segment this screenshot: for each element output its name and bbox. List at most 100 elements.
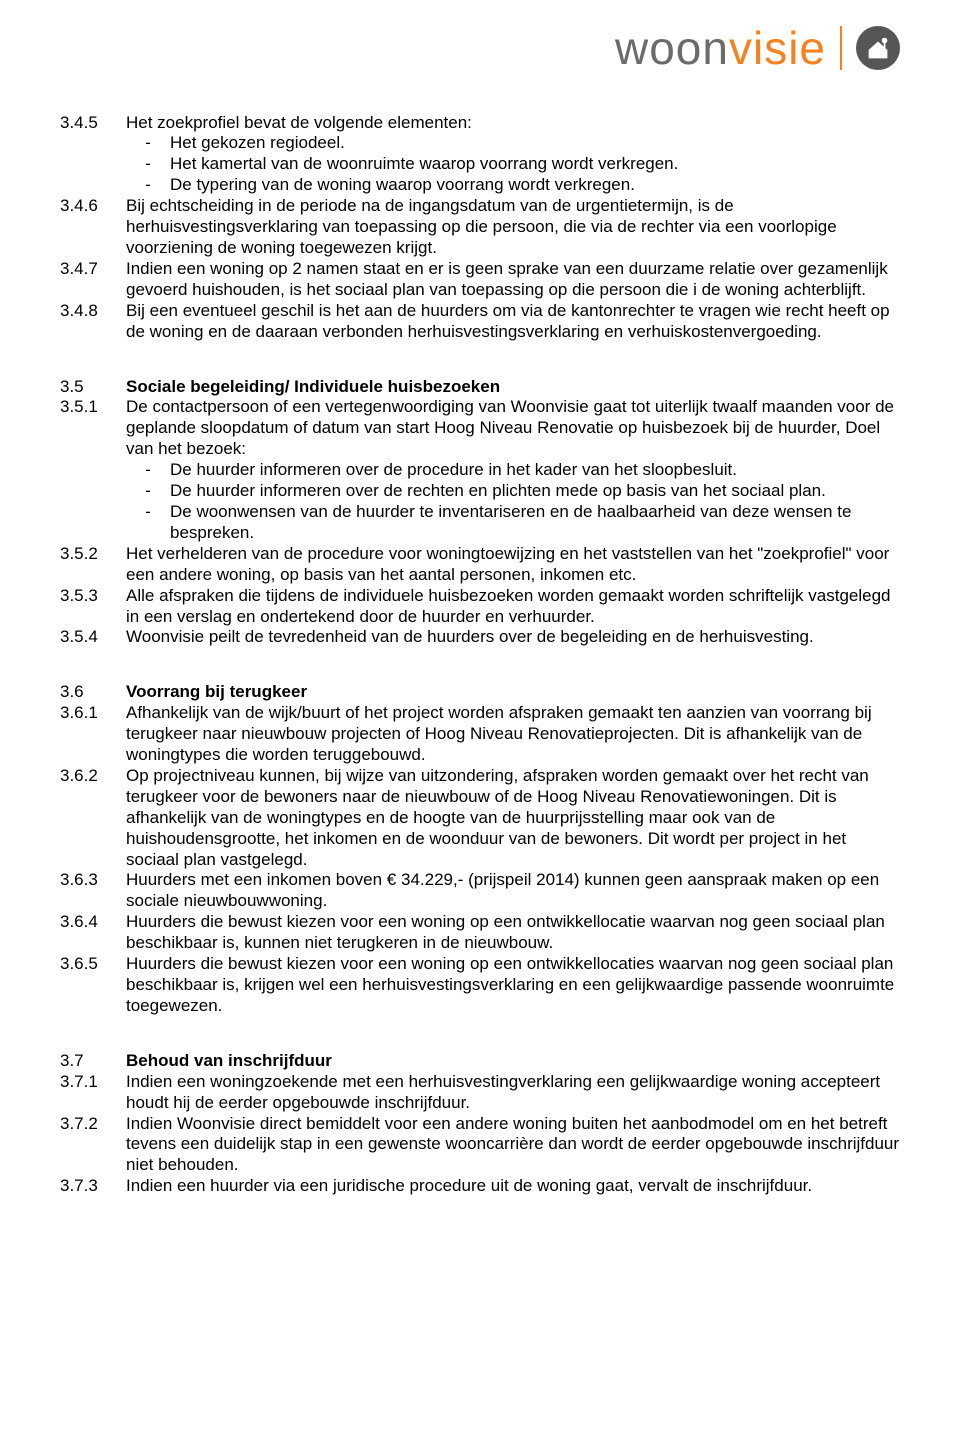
entry-heading: Voorrang bij terugkeer [126,682,307,701]
entry-heading: Behoud van inschrijfduur [126,1051,332,1070]
entry-number: 3.6 [60,682,126,703]
entry-number: 3.7 [60,1051,126,1072]
section: 3.4.5Het zoekprofiel bevat de volgende e… [60,113,900,343]
entry-body: Indien een woningzoekende met een herhui… [126,1072,900,1114]
logo-text: woonvisie [615,20,826,77]
entry-text: Huurders die bewust kiezen voor een woni… [126,954,894,1015]
entry: 3.6.3Huurders met een inkomen boven € 34… [60,870,900,912]
bullet-item: -De huurder informeren over de procedure… [126,460,900,481]
bullet-text: Het kamertal van de woonruimte waarop vo… [170,154,900,175]
entry-number: 3.4.7 [60,259,126,280]
entry-text: Huurders met een inkomen boven € 34.229,… [126,870,879,910]
entry: 3.7.3Indien een huurder via een juridisc… [60,1176,900,1197]
bullet-item: -Het gekozen regiodeel. [126,133,900,154]
entry-body: Behoud van inschrijfduur [126,1051,900,1072]
entry-text: Alle afspraken die tijdens de individuel… [126,586,891,626]
entry-text: Indien Woonvisie direct bemiddelt voor e… [126,1114,899,1175]
entry-number: 3.4.8 [60,301,126,322]
bullet-item: -Het kamertal van de woonruimte waarop v… [126,154,900,175]
entry-text: Op projectniveau kunnen, bij wijze van u… [126,766,869,869]
section: 3.7Behoud van inschrijfduur3.7.1Indien e… [60,1051,900,1197]
entry-body: Bij een eventueel geschil is het aan de … [126,301,900,343]
page-header: woonvisie [60,20,900,77]
entry-body: Afhankelijk van de wijk/buurt of het pro… [126,703,900,766]
entry-heading: Sociale begeleiding/ Individuele huisbez… [126,377,500,396]
entry-body: Huurders die bewust kiezen voor een woni… [126,954,900,1017]
entry-number: 3.5 [60,377,126,398]
entry-body: Het zoekprofiel bevat de volgende elemen… [126,113,900,197]
bullet-item: -De typering van de woning waarop voorra… [126,175,900,196]
entry-number: 3.6.2 [60,766,126,787]
bullet-text: De typering van de woning waarop voorran… [170,175,900,196]
bullet-dash: - [126,133,170,154]
section: 3.5Sociale begeleiding/ Individuele huis… [60,377,900,649]
entry-number: 3.6.1 [60,703,126,724]
entry: 3.4.6Bij echtscheiding in de periode na … [60,196,900,259]
entry-body: Bij echtscheiding in de periode na de in… [126,196,900,259]
logo-divider [840,26,842,70]
entry-body: Alle afspraken die tijdens de individuel… [126,586,900,628]
entry-body: Woonvisie peilt de tevredenheid van de h… [126,627,900,648]
entry: 3.5Sociale begeleiding/ Individuele huis… [60,377,900,398]
entry-text: Indien een huurder via een juridische pr… [126,1176,812,1195]
entry-number: 3.7.2 [60,1114,126,1135]
entry-body: Voorrang bij terugkeer [126,682,900,703]
entry: 3.6.4Huurders die bewust kiezen voor een… [60,912,900,954]
entry-number: 3.5.4 [60,627,126,648]
entry: 3.7.2Indien Woonvisie direct bemiddelt v… [60,1114,900,1177]
entry: 3.5.3Alle afspraken die tijdens de indiv… [60,586,900,628]
entry-text: Bij echtscheiding in de periode na de in… [126,196,837,257]
logo-part-1: woon [615,22,729,74]
entry-body: Indien Woonvisie direct bemiddelt voor e… [126,1114,900,1177]
entry-body: De contactpersoon of een vertegenwoordig… [126,397,900,543]
entry-text: Indien een woning op 2 namen staat en er… [126,259,888,299]
entry-body: Huurders die bewust kiezen voor een woni… [126,912,900,954]
bullet-dash: - [126,481,170,502]
entry-body: Huurders met een inkomen boven € 34.229,… [126,870,900,912]
entry-body: Indien een woning op 2 namen staat en er… [126,259,900,301]
entry: 3.7Behoud van inschrijfduur [60,1051,900,1072]
bullet-text: De woonwensen van de huurder te inventar… [170,502,900,544]
entry-text: Woonvisie peilt de tevredenheid van de h… [126,627,814,646]
document-body: 3.4.5Het zoekprofiel bevat de volgende e… [60,113,900,1198]
entry-number: 3.6.5 [60,954,126,975]
entry-text: Bij een eventueel geschil is het aan de … [126,301,890,341]
entry-text: Huurders die bewust kiezen voor een woni… [126,912,885,952]
entry-number: 3.5.2 [60,544,126,565]
entry: 3.4.8Bij een eventueel geschil is het aa… [60,301,900,343]
entry: 3.5.4Woonvisie peilt de tevredenheid van… [60,627,900,648]
entry-text: Het zoekprofiel bevat de volgende elemen… [126,113,472,132]
entry: 3.4.5Het zoekprofiel bevat de volgende e… [60,113,900,197]
section: 3.6Voorrang bij terugkeer3.6.1Afhankelij… [60,682,900,1017]
entry-number: 3.4.6 [60,196,126,217]
entry-body: Sociale begeleiding/ Individuele huisbez… [126,377,900,398]
entry-number: 3.6.3 [60,870,126,891]
bullet-list: -De huurder informeren over de procedure… [126,460,900,544]
house-key-icon [863,33,893,63]
entry-number: 3.5.3 [60,586,126,607]
entry: 3.6.2Op projectniveau kunnen, bij wijze … [60,766,900,871]
logo-badge [856,26,900,70]
entry-body: Indien een huurder via een juridische pr… [126,1176,900,1197]
bullet-text: Het gekozen regiodeel. [170,133,900,154]
entry-text: Indien een woningzoekende met een herhui… [126,1072,880,1112]
entry: 3.7.1Indien een woningzoekende met een h… [60,1072,900,1114]
entry: 3.6Voorrang bij terugkeer [60,682,900,703]
logo-part-2: visie [729,22,826,74]
entry: 3.6.1Afhankelijk van de wijk/buurt of he… [60,703,900,766]
entry: 3.5.1De contactpersoon of een vertegenwo… [60,397,900,543]
entry-text: Het verhelderen van de procedure voor wo… [126,544,889,584]
bullet-item: -De huurder informeren over de rechten e… [126,481,900,502]
entry: 3.6.5Huurders die bewust kiezen voor een… [60,954,900,1017]
entry: 3.4.7Indien een woning op 2 namen staat … [60,259,900,301]
entry-body: Op projectniveau kunnen, bij wijze van u… [126,766,900,871]
entry-number: 3.5.1 [60,397,126,418]
entry-body: Het verhelderen van de procedure voor wo… [126,544,900,586]
bullet-list: -Het gekozen regiodeel.-Het kamertal van… [126,133,900,196]
entry-number: 3.7.1 [60,1072,126,1093]
entry-number: 3.4.5 [60,113,126,134]
entry: 3.5.2Het verhelderen van de procedure vo… [60,544,900,586]
bullet-item: -De woonwensen van de huurder te inventa… [126,502,900,544]
bullet-dash: - [126,154,170,175]
bullet-dash: - [126,460,170,481]
